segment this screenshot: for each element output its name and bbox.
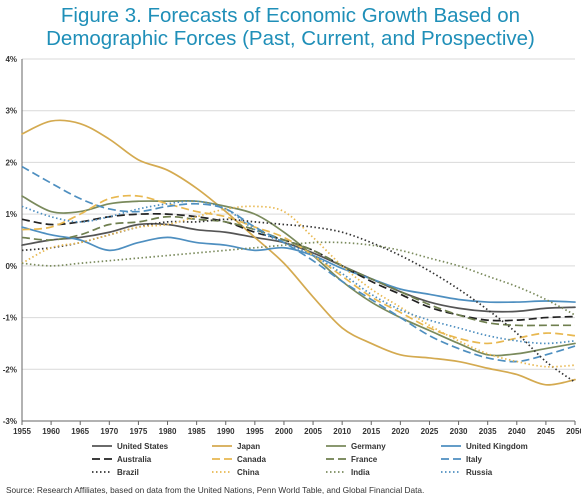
legend-label-france: France xyxy=(351,455,378,464)
y-tick-label: -3% xyxy=(3,417,17,426)
x-tick-label: 2020 xyxy=(391,427,409,436)
series-line-japan xyxy=(21,119,576,386)
y-tick-label: 4% xyxy=(5,55,17,64)
series-line-france xyxy=(21,215,575,327)
chart-title-line-2: Demographic Forces (Past, Current, and P… xyxy=(46,27,535,50)
legend-label-canada: Canada xyxy=(237,455,266,464)
x-tick-label: 2035 xyxy=(479,427,497,436)
x-tick-label: 2025 xyxy=(421,427,439,436)
legend-label-united-states: United States xyxy=(117,442,169,451)
x-tick-label: 2000 xyxy=(275,427,293,436)
y-axis-ticks: 4% 3% 2% 1% 0% -1% -2% -3% xyxy=(3,55,17,426)
x-tick-label: 2045 xyxy=(537,427,555,436)
legend-label-brazil: Brazil xyxy=(117,468,139,477)
series-lines xyxy=(21,119,576,386)
legend-label-united-kingdom: United Kingdom xyxy=(466,442,528,451)
x-tick-label: 2050 xyxy=(566,427,581,436)
legend-label-japan: Japan xyxy=(237,442,260,451)
x-tick-label: 1995 xyxy=(246,427,264,436)
x-tick-label: 1965 xyxy=(71,427,89,436)
series-line-italy xyxy=(21,165,576,363)
x-tick-label: 2005 xyxy=(304,427,322,436)
legend: United States Japan Germany United Kingdom A… xyxy=(92,442,528,477)
x-tick-label: 1985 xyxy=(188,427,206,436)
y-tick-label: 1% xyxy=(5,210,17,219)
series-line-india xyxy=(21,241,576,316)
x-tick-label: 2015 xyxy=(362,427,380,436)
x-tick-label: 1955 xyxy=(13,427,31,436)
legend-label-russia: Russia xyxy=(466,468,493,477)
series-line-russia xyxy=(21,200,576,345)
series-line-germany xyxy=(21,195,576,357)
gridlines xyxy=(21,58,575,422)
x-tick-label: 1990 xyxy=(217,427,235,436)
legend-label-australia: Australia xyxy=(117,455,152,464)
legend-label-italy: Italy xyxy=(466,455,483,464)
y-tick-label: 2% xyxy=(5,158,17,167)
x-tick-label: 1975 xyxy=(130,427,148,436)
chart-title: Figure 3. Forecasts of Economic Growth B… xyxy=(0,4,581,50)
legend-label-india: India xyxy=(351,468,370,477)
chart-title-line-1: Figure 3. Forecasts of Economic Growth B… xyxy=(60,4,521,27)
legend-label-china: China xyxy=(237,468,260,477)
x-tick-label: 2010 xyxy=(333,427,351,436)
y-tick-label: -2% xyxy=(3,365,17,374)
series-line-australia xyxy=(21,212,576,322)
source-note: Source: Research Affiliates, based on da… xyxy=(6,485,425,495)
series-line-united-states xyxy=(21,222,576,313)
x-tick-label: 2030 xyxy=(450,427,468,436)
series-line-united-kingdom xyxy=(21,226,576,304)
x-tick-label: 2040 xyxy=(508,427,526,436)
legend-label-germany: Germany xyxy=(351,442,386,451)
y-tick-label: 3% xyxy=(5,107,17,116)
x-tick-label: 1970 xyxy=(100,427,118,436)
series-line-canada xyxy=(21,194,576,345)
x-tick-label: 1980 xyxy=(159,427,177,436)
x-axis-ticks: 1955 1960 1965 1970 1975 1980 1985 1990 1995 2000… xyxy=(13,421,581,436)
y-tick-label: -1% xyxy=(3,314,17,323)
y-tick-label: 0% xyxy=(5,262,17,271)
x-tick-label: 1960 xyxy=(42,427,60,436)
